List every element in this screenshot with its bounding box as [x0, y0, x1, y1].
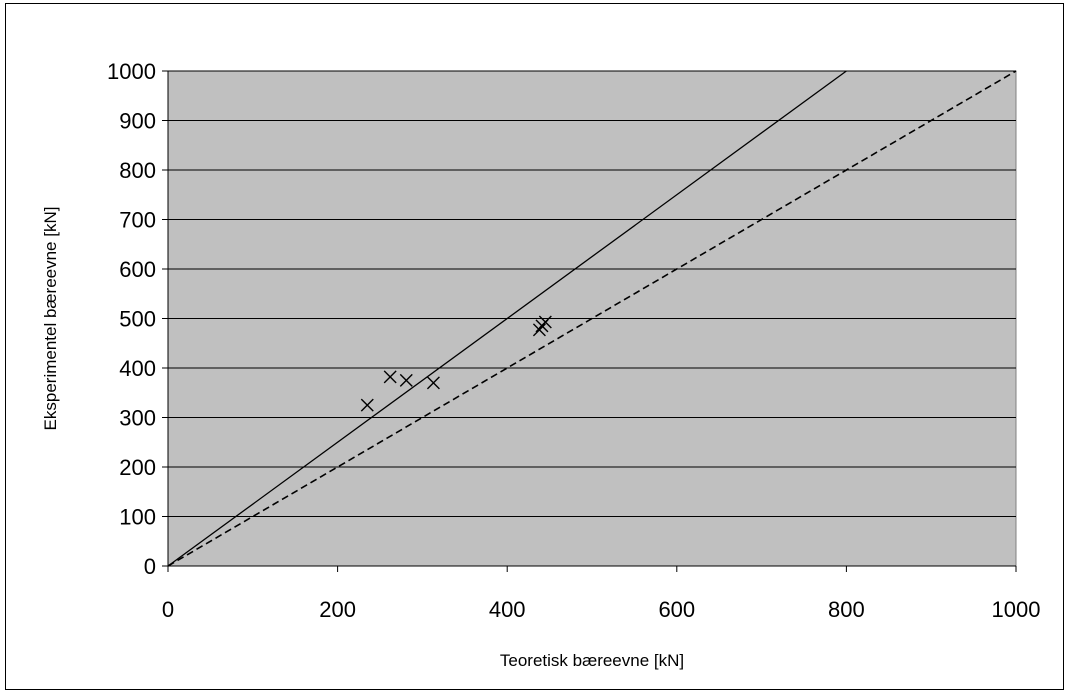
- y-tick-label-2: 200: [119, 455, 156, 480]
- solid-reference-line: [167, 70, 847, 567]
- data-point: [426, 376, 440, 390]
- data-point: [532, 323, 546, 337]
- chart-frame: 0 200 400 600 800 1000 0 100 200 300 400 500 600 700 8…: [5, 3, 1064, 690]
- x-tick-label-5: 1000: [992, 597, 1041, 622]
- x-tick-label-3: 600: [658, 597, 695, 622]
- y-axis-title: Eksperimentel bæreevne [kN]: [41, 207, 60, 431]
- y-tick-label-3: 300: [119, 406, 156, 431]
- x-tick-label-1: 200: [319, 597, 356, 622]
- data-point-stroke: [538, 315, 552, 329]
- data-points: [360, 315, 552, 412]
- y-tick-label-8: 800: [119, 158, 156, 183]
- data-point: [383, 370, 397, 384]
- y-tick-label-7: 700: [119, 208, 156, 233]
- data-point: [538, 315, 552, 329]
- data-point: [360, 398, 374, 412]
- dashed-reference-line: [167, 70, 1017, 567]
- y-tick-label-6: 600: [119, 257, 156, 282]
- x-tick-label-2: 400: [489, 597, 526, 622]
- y-tick-label-4: 400: [119, 356, 156, 381]
- scatter-chart: 0 200 400 600 800 1000 0 100 200 300 400 500 600 700 8…: [41, 59, 1040, 670]
- y-tick-label-0: 0: [144, 554, 156, 579]
- x-axis-title: Teoretisk bæreevne [kN]: [500, 651, 684, 670]
- data-point-stroke: [360, 398, 374, 412]
- y-tick-label-10: 1000: [107, 59, 156, 84]
- tick-labels: 0 200 400 600 800 1000 0 100 200 300 400 500 600 700 8…: [107, 59, 1040, 622]
- data-point: [399, 373, 413, 387]
- data-point-stroke: [399, 373, 413, 387]
- data-point-stroke: [426, 376, 440, 390]
- gridlines: [168, 70, 1016, 517]
- x-tick-label-4: 800: [828, 597, 865, 622]
- reference-lines: [167, 70, 1017, 567]
- data-point-stroke: [383, 370, 397, 384]
- y-tick-label-1: 100: [119, 505, 156, 530]
- y-tick-label-5: 500: [119, 307, 156, 332]
- y-tick-label-9: 900: [119, 109, 156, 134]
- x-tick-label-0: 0: [162, 597, 174, 622]
- data-point-stroke: [532, 323, 546, 337]
